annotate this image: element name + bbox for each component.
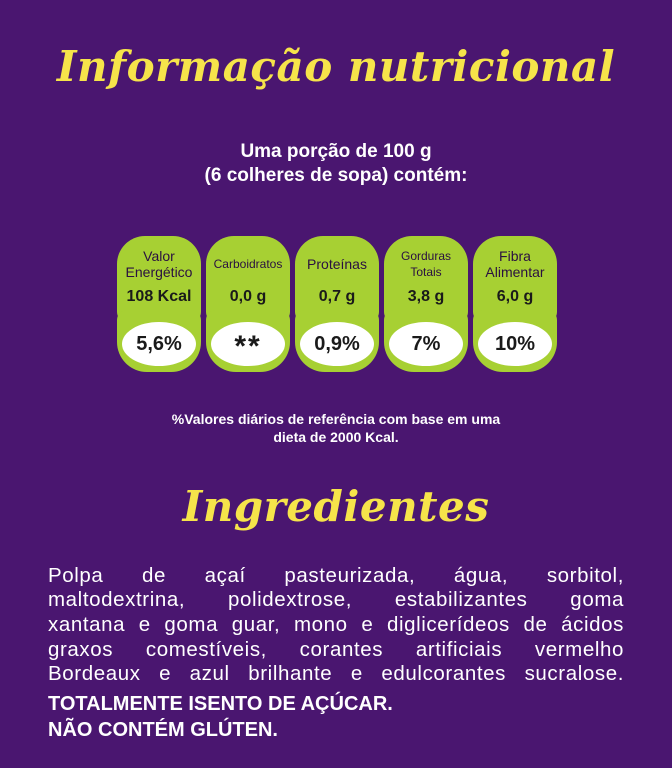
nutrient-label: Valor Energético xyxy=(125,248,193,280)
ingredients-line: Bordeaux e azul brilhante e edulcorantes… xyxy=(48,662,624,685)
nutrient-daily-value: ** xyxy=(211,322,285,366)
reference-note-line-2: dieta de 2000 Kcal. xyxy=(273,429,399,445)
nutrient-daily-value: 0,9% xyxy=(300,322,374,366)
nutrient-energy: Valor Energético 108 Kcal 5,6% xyxy=(117,236,201,372)
nutrition-title: Informação nutricional xyxy=(56,42,616,91)
nutrient-daily-value: 7% xyxy=(389,322,463,366)
nutrient-daily-value: 5,6% xyxy=(122,322,196,366)
sugar-free-notice: TOTALMENTE ISENTO DE AÇÚCAR. xyxy=(48,693,393,715)
nutrient-amount: 0,7 g xyxy=(318,288,356,305)
nutrition-table: Valor Energético 108 Kcal 5,6% Carboidra… xyxy=(117,236,557,376)
portion-line-2: (6 colheres de sopa) contém: xyxy=(204,165,468,186)
ingredients-line: graxos comestíveis, corantes artificiais… xyxy=(48,638,624,661)
ingredients-line: Polpa de açaí pasteurizada, água, sorbit… xyxy=(48,564,624,587)
nutrient-label: Carboidratos xyxy=(213,257,283,271)
nutrient-fat: Gorduras Totais 3,8 g 7% xyxy=(384,236,468,372)
nutrient-label: Fibra Alimentar xyxy=(485,248,545,280)
nutrient-label: Proteínas xyxy=(307,256,367,272)
nutrient-daily-value: 10% xyxy=(478,322,552,366)
portion-line-1: Uma porção de 100 g xyxy=(240,141,432,162)
ingredients-title: Ingredientes xyxy=(182,482,490,531)
nutrient-amount: 0,0 g xyxy=(229,288,267,305)
nutrient-amount: 6,0 g xyxy=(496,288,534,305)
nutrient-amount: 108 Kcal xyxy=(126,288,192,305)
gluten-free-notice: NÃO CONTÉM GLÚTEN. xyxy=(48,719,278,741)
nutrient-protein: Proteínas 0,7 g 0,9% xyxy=(295,236,379,372)
nutrient-label: Gorduras Totais xyxy=(400,249,452,279)
nutrient-fiber: Fibra Alimentar 6,0 g 10% xyxy=(473,236,557,372)
ingredients-line: xantana e goma guar, mono e diglicerídeo… xyxy=(48,613,624,636)
reference-note-line-1: %Valores diários de referência com base … xyxy=(171,411,501,427)
nutrient-amount: 3,8 g xyxy=(407,288,445,305)
ingredients-line: maltodextrina, polidextrose, estabilizan… xyxy=(48,588,624,611)
nutrient-carbs: Carboidratos 0,0 g ** xyxy=(206,236,290,372)
